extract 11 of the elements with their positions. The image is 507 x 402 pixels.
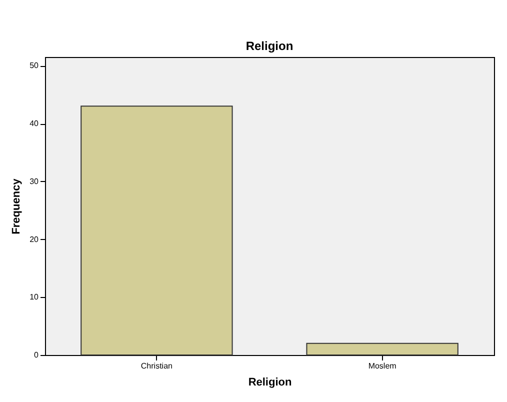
y-tick-label: 40 <box>30 119 40 128</box>
y-tick-label: 0 <box>34 350 40 360</box>
x-tick-label: Christian <box>140 362 172 370</box>
x-tick-label: Moslem <box>368 362 397 370</box>
chart-title: Religion <box>246 39 294 53</box>
y-tick-label: 50 <box>30 61 40 70</box>
y-tick-label: 30 <box>30 176 40 186</box>
y-tick-label: 10 <box>30 292 40 302</box>
y-axis-title: Frequency <box>10 178 23 234</box>
y-tick-label: 20 <box>30 234 40 244</box>
x-axis-title: Religion <box>248 376 292 388</box>
